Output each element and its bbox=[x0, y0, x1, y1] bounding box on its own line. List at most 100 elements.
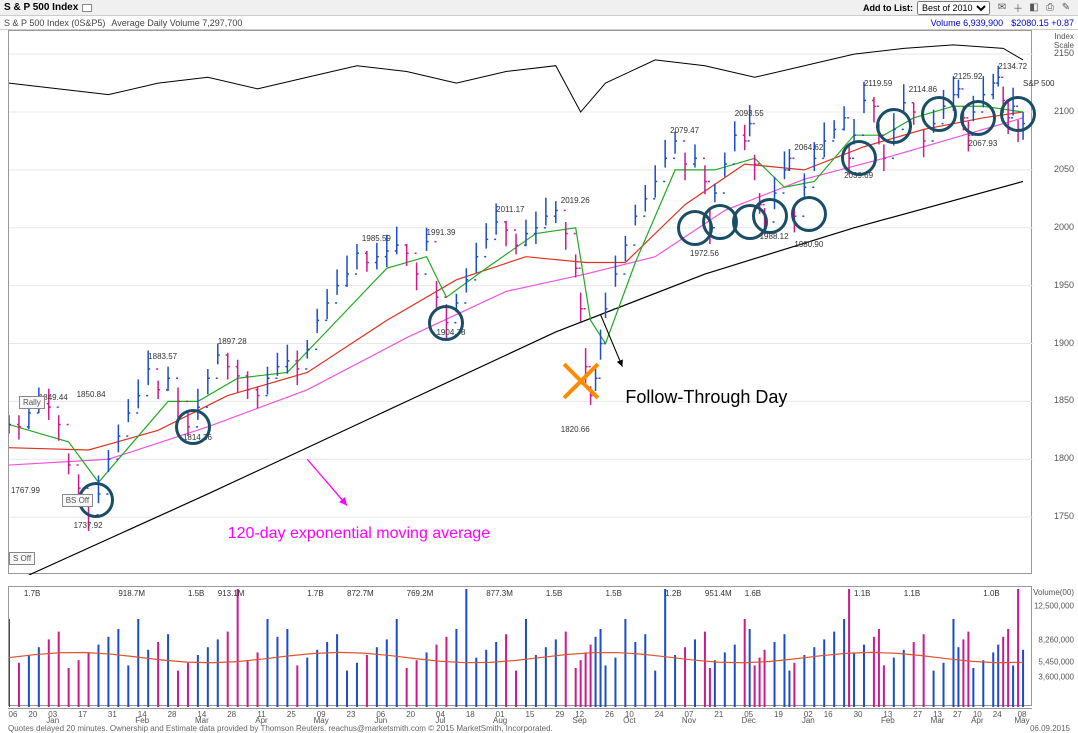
symbol-label: S & P 500 Index (0S&P5) bbox=[4, 18, 105, 28]
mail-icon[interactable]: ✉ bbox=[995, 1, 1009, 15]
vol-y-tick: 8,260,000 bbox=[1038, 635, 1074, 644]
vol-label: 1.1B bbox=[904, 589, 920, 598]
vol-label: 1.7B bbox=[24, 589, 40, 598]
x-tick: 27 bbox=[913, 710, 922, 719]
circle-annotation bbox=[752, 198, 788, 234]
price-chart[interactable]: 1849.441850.841767.991737.921883.571814.… bbox=[8, 30, 1032, 574]
price-label: 2011.17 bbox=[496, 205, 524, 214]
print-icon[interactable]: ⎙ bbox=[1043, 1, 1057, 15]
note-icon[interactable]: ✎ bbox=[1059, 1, 1073, 15]
vol-label: 913.1M bbox=[218, 589, 245, 598]
add-to-list-label: Add to List: bbox=[863, 3, 913, 13]
x-tick: 19 bbox=[774, 710, 783, 719]
circle-annotation bbox=[175, 409, 211, 445]
rally-box: Rally bbox=[19, 396, 45, 409]
y-tick: 2050 bbox=[1054, 164, 1074, 174]
vol-label: 1.0B bbox=[983, 589, 999, 598]
x-tick: 16 bbox=[824, 710, 833, 719]
x-tick: 21 bbox=[714, 710, 723, 719]
x-tick: 29 bbox=[555, 710, 564, 719]
x-tick: 15 bbox=[525, 710, 534, 719]
price-label: 1767.99 bbox=[11, 486, 40, 495]
x-tick: 30 bbox=[854, 710, 863, 719]
price-label: 1991.39 bbox=[427, 228, 456, 237]
price-label: 1820.66 bbox=[561, 425, 590, 434]
volume-chart[interactable]: 1.7B 918.7M 1.5B 913.1M 1.7B 872.7M 769.2M 877.… bbox=[8, 586, 1032, 706]
x-tick: Jan bbox=[802, 716, 815, 725]
y-tick: 1900 bbox=[1054, 338, 1074, 348]
vol-y-tick: 12,500,000 bbox=[1034, 602, 1074, 611]
y-tick: 1950 bbox=[1054, 280, 1074, 290]
x-tick: Apr bbox=[971, 716, 983, 725]
x-tick: 20 bbox=[28, 710, 37, 719]
vol-label: 1.5B bbox=[606, 589, 622, 598]
ftd-annotation: Follow-Through Day bbox=[625, 387, 787, 408]
x-tick: 26 bbox=[605, 710, 614, 719]
circle-annotation bbox=[960, 100, 996, 136]
price-label: 2019.26 bbox=[561, 196, 590, 205]
x-tick: 06 bbox=[9, 710, 18, 719]
add-icon[interactable]: ＋ bbox=[1011, 1, 1025, 15]
vol-y-tick: 3,600,000 bbox=[1038, 673, 1074, 682]
price-label: 1972.56 bbox=[690, 249, 719, 258]
y-tick: 2000 bbox=[1054, 222, 1074, 232]
price-label: 1850.84 bbox=[77, 390, 106, 399]
y-tick: 1850 bbox=[1054, 395, 1074, 405]
vol-label: 1.5B bbox=[188, 589, 204, 598]
x-tick: 20 bbox=[406, 710, 415, 719]
circle-annotation bbox=[921, 96, 957, 132]
price-label: 2093.55 bbox=[735, 109, 764, 118]
price-label: 2114.86 bbox=[909, 85, 937, 94]
vol-label: 951.4M bbox=[705, 589, 732, 598]
circle-annotation bbox=[876, 108, 912, 144]
x-mark-annotation bbox=[557, 357, 605, 405]
price-label: 2067.93 bbox=[968, 139, 997, 148]
price-label: 2079.47 bbox=[670, 126, 699, 135]
y-tick: 2150 bbox=[1054, 48, 1074, 58]
vol-label: 1.2B bbox=[665, 589, 681, 598]
price-label: 2064.62 bbox=[794, 143, 823, 152]
volume-y-axis: Volume(00) 3,600,0005,450,0008,260,00012… bbox=[1034, 586, 1076, 706]
x-tick: 28 bbox=[168, 710, 177, 719]
y-tick: 1800 bbox=[1054, 453, 1074, 463]
vol-scale-label: Volume(00) bbox=[1033, 588, 1074, 597]
vol-label: 872.7M bbox=[347, 589, 374, 598]
x-tick: 31 bbox=[108, 710, 117, 719]
vol-label: 1.1B bbox=[854, 589, 870, 598]
x-tick: 17 bbox=[78, 710, 87, 719]
vol-label: 1.6B bbox=[745, 589, 761, 598]
ema-annotation: 120-day exponential moving average bbox=[228, 525, 490, 543]
vol-label: 877.3M bbox=[486, 589, 513, 598]
header-bar: S & P 500 Index Add to List: Best of 201… bbox=[0, 0, 1078, 16]
vol-label: 918.7M bbox=[118, 589, 145, 598]
x-tick: 24 bbox=[993, 710, 1002, 719]
rally-box: S Off bbox=[9, 552, 35, 565]
x-tick: Mar bbox=[931, 716, 945, 725]
bookmark-icon[interactable]: ◧ bbox=[1027, 1, 1041, 15]
price-label: 1737.92 bbox=[74, 521, 103, 530]
price-label: 2125.92 bbox=[953, 72, 982, 81]
chart-container: 1849.441850.841767.991737.921883.571814.… bbox=[0, 30, 1078, 731]
footer-text: Quotes delayed 20 minutes. Ownership and… bbox=[8, 724, 553, 733]
x-tick: Nov bbox=[682, 716, 696, 725]
price-label: 1897.28 bbox=[218, 337, 247, 346]
x-tick: 18 bbox=[466, 710, 475, 719]
price-label: 1883.57 bbox=[148, 352, 177, 361]
x-tick: Sep bbox=[573, 716, 587, 725]
flag-icon bbox=[82, 4, 92, 12]
list-dropdown[interactable]: Best of 2010 bbox=[917, 1, 990, 15]
x-tick: Feb bbox=[881, 716, 895, 725]
subheader-bar: S & P 500 Index (0S&P5) Average Daily Vo… bbox=[0, 16, 1078, 30]
x-tick: 25 bbox=[287, 710, 296, 719]
vol-label: 1.7B bbox=[307, 589, 323, 598]
circle-annotation bbox=[791, 196, 827, 232]
vol-label: 769.2M bbox=[407, 589, 434, 598]
date-stamp: 06.09.2015 bbox=[1030, 724, 1070, 733]
x-tick: 28 bbox=[227, 710, 236, 719]
price-label: 1985.59 bbox=[362, 234, 391, 243]
x-tick: May bbox=[1014, 716, 1029, 725]
price-label: 2134.72 bbox=[998, 62, 1027, 71]
y-axis-right: IndexScale 17501800185019001950200020502… bbox=[1034, 30, 1076, 574]
avg-volume-label: Average Daily Volume 7,297,700 bbox=[111, 18, 242, 28]
x-axis: 062003Jan173114Feb2814Mar2811Apr2509May2… bbox=[8, 708, 1032, 722]
